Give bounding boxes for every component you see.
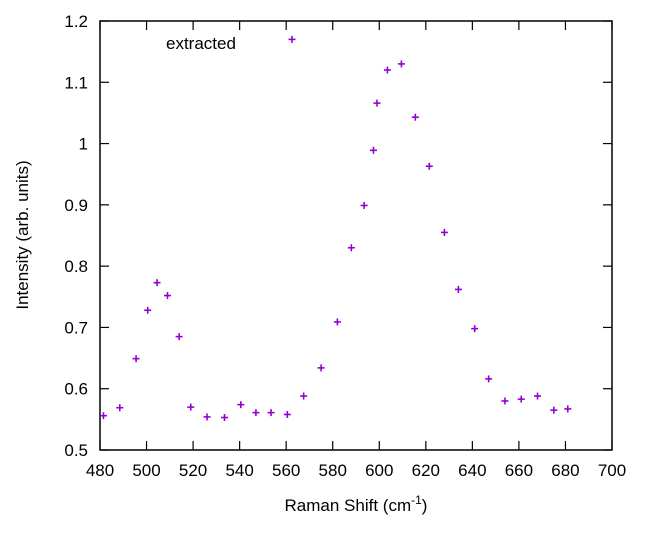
data-point <box>347 244 355 252</box>
data-point <box>317 364 325 372</box>
data-point <box>187 403 195 411</box>
data-point <box>203 413 211 421</box>
y-tick-label: 0.5 <box>64 441 88 460</box>
y-tick-label: 0.8 <box>64 257 88 276</box>
data-point <box>373 99 381 107</box>
y-axis-label: Intensity (arb. units) <box>13 160 32 309</box>
y-tick-label: 1 <box>79 135 88 154</box>
data-point <box>397 60 405 68</box>
data-point <box>360 201 368 209</box>
x-tick-label: 620 <box>412 461 440 480</box>
data-point <box>485 375 493 383</box>
data-point <box>550 406 558 414</box>
y-tick-labels: 0.5 0.6 0.7 0.8 0.9 1 1.1 1.2 <box>64 12 88 460</box>
data-point <box>564 405 572 413</box>
x-tick-label: 580 <box>319 461 347 480</box>
data-point <box>132 355 140 363</box>
data-point <box>471 325 479 333</box>
data-point <box>383 66 391 74</box>
legend-label: extracted <box>166 34 236 53</box>
data-point <box>153 279 161 287</box>
x-tick-labels: 480 500 520 540 560 580 600 620 640 660 680 700 <box>86 461 626 480</box>
data-point <box>144 306 152 314</box>
data-point <box>252 409 260 417</box>
data-point <box>267 409 275 417</box>
x-tick-label: 520 <box>179 461 207 480</box>
x-tick-label: 500 <box>132 461 160 480</box>
x-axis-label-suffix: ) <box>422 496 428 515</box>
x-tick-label: 480 <box>86 461 114 480</box>
data-point <box>425 162 433 170</box>
axis-ticks <box>99 20 613 451</box>
data-point <box>237 401 245 409</box>
plot-frame <box>99 20 613 451</box>
data-point <box>300 392 308 400</box>
x-tick-label: 640 <box>458 461 486 480</box>
data-point <box>333 318 341 326</box>
data-point <box>175 333 183 341</box>
y-tick-label: 0.6 <box>64 380 88 399</box>
x-tick-label: 680 <box>551 461 579 480</box>
data-point <box>163 292 171 300</box>
data-point <box>221 414 229 422</box>
data-point <box>369 146 377 154</box>
scatter-points <box>99 35 572 422</box>
data-point <box>534 392 542 400</box>
data-point <box>517 395 525 403</box>
x-axis-label-main: Raman Shift (cm <box>285 496 412 515</box>
y-tick-label: 1.1 <box>64 73 88 92</box>
x-tick-label: 600 <box>365 461 393 480</box>
data-point <box>283 410 291 418</box>
data-point <box>116 404 124 412</box>
x-tick-label: 660 <box>505 461 533 480</box>
y-tick-label: 1.2 <box>64 12 88 31</box>
data-point <box>440 228 448 236</box>
x-tick-label: 540 <box>225 461 253 480</box>
x-axis-label-superscript: -1 <box>411 493 422 507</box>
x-axis-label: Raman Shift (cm-1) <box>285 493 428 515</box>
y-tick-label: 0.7 <box>64 318 88 337</box>
x-tick-label: 560 <box>272 461 300 480</box>
data-point <box>99 412 107 420</box>
x-tick-label: 700 <box>598 461 626 480</box>
y-tick-label: 0.9 <box>64 196 88 215</box>
data-point <box>411 113 419 121</box>
data-point <box>288 35 296 43</box>
data-point <box>454 285 462 293</box>
data-point <box>501 397 509 405</box>
